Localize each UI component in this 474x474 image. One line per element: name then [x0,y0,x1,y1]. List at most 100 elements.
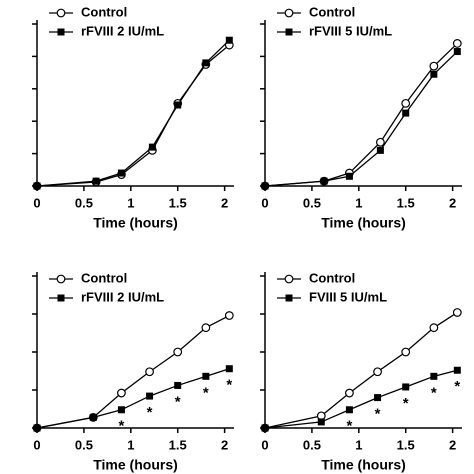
point [402,383,410,391]
x-tick-label: 0.5 [303,195,321,210]
legend-marker [56,274,66,284]
point [345,172,353,180]
x-tick-label: 0 [261,437,268,452]
x-tick-label: 1.5 [169,437,187,452]
point [429,61,439,71]
series-line [36,368,230,429]
point [224,311,234,320]
x-tick-label: 0 [33,195,40,210]
significance-mark: * [431,384,437,401]
legend-marker [285,294,293,302]
point [145,367,154,377]
significance-mark: * [175,393,181,410]
significance-mark: * [403,395,409,412]
significance-mark: * [454,378,460,395]
legend-marker [284,8,294,18]
significance-mark: * [375,406,381,423]
legend-marker [285,28,293,36]
point [453,366,461,374]
point [173,347,183,357]
significance-mark: * [147,404,153,421]
point [89,413,97,421]
point [117,388,126,398]
x-tick-label: 2 [221,437,228,452]
series-line [36,39,230,187]
point [317,418,325,426]
legend-label: rFVIII 5 IU/mL [309,23,392,38]
x-tick-label: 1 [355,195,362,210]
series-line [264,42,458,187]
legend-marker [284,274,294,284]
point [375,137,385,147]
legend-marker [56,8,66,18]
legend-label: Control [81,4,127,19]
x-tick-label: 1 [127,195,134,210]
point [202,59,210,67]
point [225,36,233,44]
point [201,323,211,333]
point [401,347,411,357]
series-line [36,44,230,187]
point [401,98,411,108]
point [174,101,182,109]
series-line [264,311,458,429]
x-axis-label: Time (hours) [321,215,406,231]
point [345,406,353,414]
legend-label: rFVIII 2 IU/mL [81,23,164,38]
point [225,365,233,373]
legend-label: Control [81,270,127,285]
point [374,394,382,402]
point [402,109,410,117]
point [148,143,156,151]
x-axis-label: Time (hours) [93,215,178,231]
significance-mark: * [119,418,125,435]
x-axis-label: Time (hours) [321,457,406,473]
point [117,169,125,177]
point [376,146,384,154]
point [453,48,461,56]
series-line [264,369,458,429]
point [117,406,125,414]
x-tick-label: 2 [221,195,228,210]
point [452,308,462,317]
x-tick-label: 0 [261,195,268,210]
series-line [264,51,458,187]
x-tick-label: 0.5 [75,195,93,210]
point [261,424,269,432]
point [33,424,41,432]
x-tick-label: 2 [449,195,456,210]
x-tick-label: 0 [33,437,40,452]
significance-mark: * [347,418,353,435]
x-tick-label: 1.5 [397,195,415,210]
x-tick-label: 0.5 [303,437,321,452]
x-tick-label: 1 [355,437,362,452]
x-tick-label: 1.5 [397,437,415,452]
point [92,177,100,185]
point [430,372,438,380]
legend-label: Control [309,4,355,19]
point [33,182,41,190]
point [261,182,269,190]
x-tick-label: 1 [127,437,134,452]
point [174,381,182,389]
point [452,39,462,48]
legend-label: Control [309,270,355,285]
significance-mark: * [203,384,209,401]
x-tick-label: 0.5 [75,437,93,452]
point [345,388,354,398]
point [320,177,328,185]
x-tick-label: 2 [449,437,456,452]
legend-label: rFVIII 2 IU/mL [81,289,164,304]
point [373,367,382,377]
series-line [36,314,230,429]
point [429,323,439,333]
legend-marker [57,28,65,36]
legend-marker [57,294,65,302]
point [146,392,154,400]
point [430,70,438,78]
significance-mark: * [226,377,232,394]
point [202,372,210,380]
x-tick-label: 1.5 [169,195,187,210]
x-axis-label: Time (hours) [93,457,178,473]
